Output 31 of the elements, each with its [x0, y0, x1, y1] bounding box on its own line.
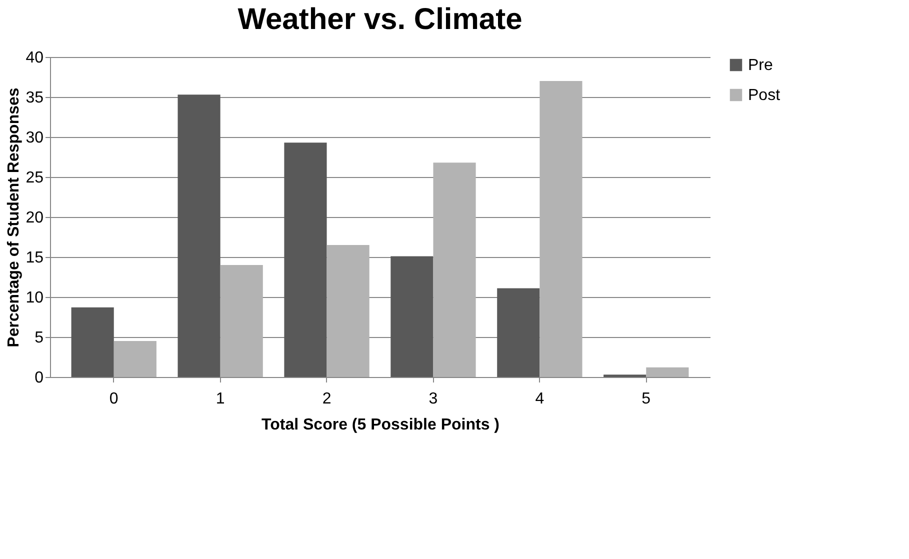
- legend-label: Post: [748, 87, 781, 104]
- bar: [220, 265, 263, 377]
- y-tick-label: 5: [34, 330, 44, 346]
- bar: [284, 142, 327, 377]
- y-tick-label: 10: [26, 290, 44, 306]
- legend-label: Pre: [748, 57, 773, 74]
- chart-title: Weather vs. Climate: [238, 3, 522, 36]
- bar: [497, 288, 540, 377]
- bar: [178, 94, 220, 377]
- y-tick-label: 15: [26, 250, 44, 266]
- y-tick-label: 40: [26, 50, 44, 66]
- y-tick-label: 20: [26, 210, 44, 226]
- bar: [326, 245, 370, 377]
- x-tick-label: 5: [642, 390, 651, 408]
- y-tick-label: 35: [26, 90, 44, 106]
- bar: [114, 341, 156, 377]
- y-tick-label: 0: [34, 370, 44, 386]
- bar: [71, 307, 114, 377]
- x-tick-label: 3: [428, 390, 438, 408]
- x-tick-label: 0: [109, 390, 118, 408]
- y-tick-label: 30: [26, 130, 44, 146]
- bar: [433, 162, 476, 377]
- bar: [646, 367, 689, 377]
- x-tick-label: 4: [535, 390, 544, 408]
- x-tick-label: 1: [216, 390, 225, 408]
- x-axis-title: Total Score (5 Possible Points ): [262, 416, 500, 434]
- bar: [540, 81, 582, 377]
- bar: [390, 256, 434, 377]
- y-axis-title: Percentage of Student Responses: [6, 88, 23, 348]
- y-tick-label: 25: [26, 170, 44, 186]
- x-tick-label: 2: [322, 390, 332, 408]
